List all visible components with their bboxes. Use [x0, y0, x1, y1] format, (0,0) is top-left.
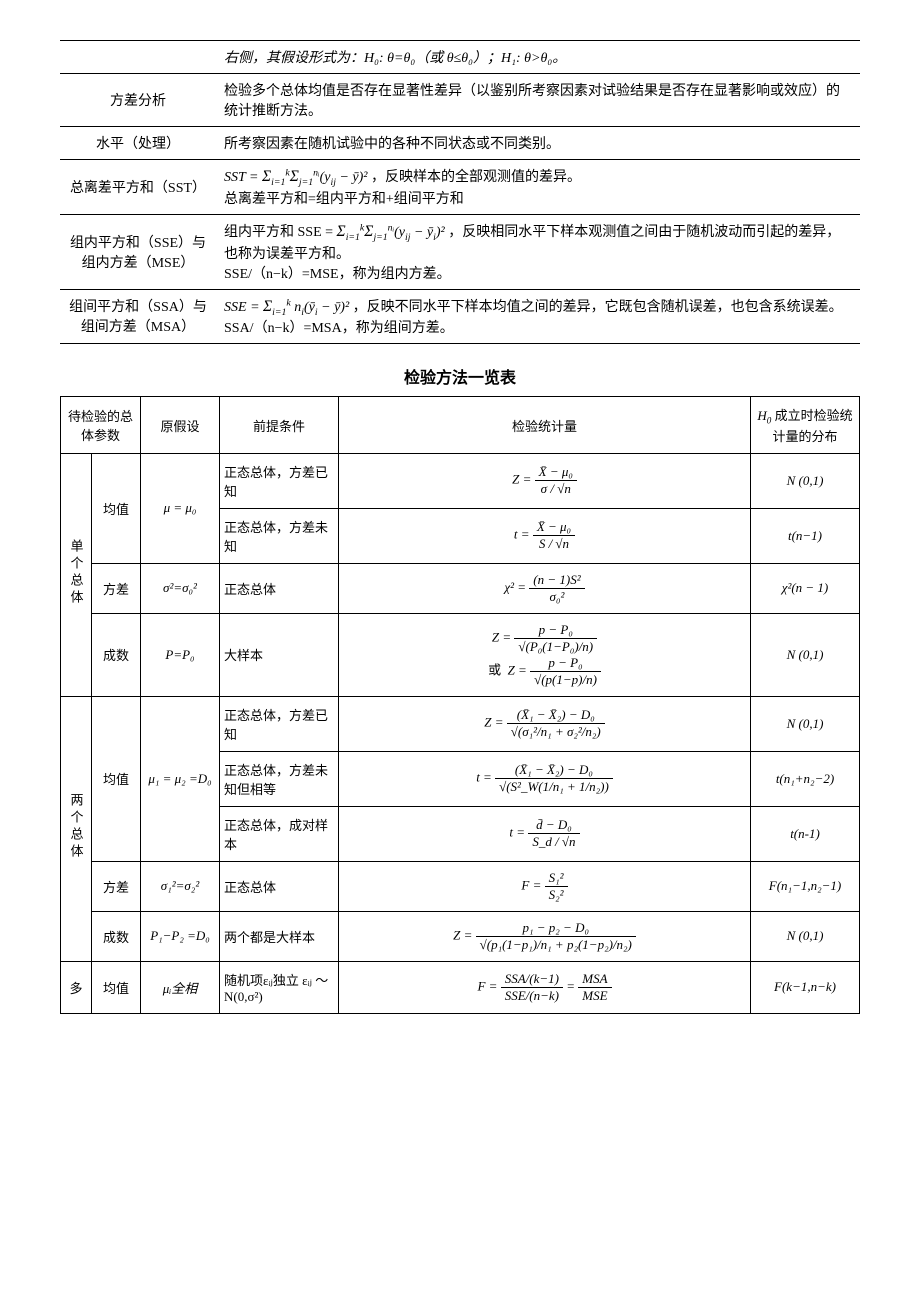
table-row: 总离差平方和（SST） SST = Σi=1kΣj=1nᵢ(yij − ȳ)² …: [60, 160, 860, 215]
desc-line2: SSE/（n−k）=MSE，称为组内方差。: [224, 267, 451, 282]
dist-cell: N (0,1): [751, 613, 860, 696]
header-precond: 前提条件: [220, 397, 339, 454]
null-hyp-cell: σ²=σ₀²: [141, 563, 220, 613]
precond-cell: 正态总体，方差未知: [220, 508, 339, 563]
table-row: 成数P₁−P₂ =D₀两个都是大样本Z = p₁ − p₂ − D₀√(p₁(1…: [61, 911, 860, 961]
term-cell: 水平（处理）: [60, 127, 216, 160]
param-cell: 均值: [92, 961, 141, 1013]
null-hyp-cell: σ₁²=σ₂²: [141, 861, 220, 911]
desc-cell: SSE = Σi=1k ni(ȳi − ȳ)² ，反映不同水平下样本均值之间的差…: [216, 289, 860, 344]
desc-cell: 检验多个总体均值是否存在显著性差异（以鉴别所考察因素对试验结果是否存在显著影响或…: [216, 74, 860, 127]
precond-cell: 两个都是大样本: [220, 911, 339, 961]
null-hyp-cell: μ₁ = μ₂ =D₀: [141, 696, 220, 861]
precond-cell: 正态总体，方差未知但相等: [220, 751, 339, 806]
dist-cell: F(n₁−1,n₂−1): [751, 861, 860, 911]
desc-suffix: ，反映样本的全部观测值的差异。: [371, 170, 581, 185]
dist-cell: t(n-1): [751, 806, 860, 861]
statistic-cell: F = S₁²S₂²: [339, 861, 751, 911]
table-row: 单个总体均值μ = μ₀正态总体，方差已知Z = X̄ − μ₀σ / √nN …: [61, 453, 860, 508]
precond-cell: 大样本: [220, 613, 339, 696]
group-label: 两个总体: [61, 696, 92, 961]
desc-cell: 右侧，其假设形式为：H₀: θ=θ₀（或 θ≤θ₀）；H₁: θ>θ₀。: [216, 41, 860, 74]
param-cell: 均值: [92, 696, 141, 861]
null-hyp-cell: P₁−P₂ =D₀: [141, 911, 220, 961]
table-row: 水平（处理） 所考察因素在随机试验中的各种不同状态或不同类别。: [60, 127, 860, 160]
precond-cell: 正态总体: [220, 861, 339, 911]
desc-prefix: 组内平方和 SSE =: [224, 225, 337, 240]
table-row: 组内平方和（SSE）与组内方差（MSE） 组内平方和 SSE = Σi=1kΣj…: [60, 214, 860, 289]
desc-suffix: ，反映不同水平下样本均值之间的差异，它既包含随机误差，也包含系统误差。: [353, 300, 843, 315]
term-cell: 方差分析: [60, 74, 216, 127]
table-row: 方差分析 检验多个总体均值是否存在显著性差异（以鉴别所考察因素对试验结果是否存在…: [60, 74, 860, 127]
precond-cell: 正态总体: [220, 563, 339, 613]
param-cell: 成数: [92, 911, 141, 961]
definitions-table: 右侧，其假设形式为：H₀: θ=θ₀（或 θ≤θ₀）；H₁: θ>θ₀。 方差分…: [60, 40, 860, 344]
statistic-cell: χ² = (n − 1)S²σ₀²: [339, 563, 751, 613]
desc-cell: 组内平方和 SSE = Σi=1kΣj=1nᵢ(yij − ȳi)² ，反映相同…: [216, 214, 860, 289]
table-row: 右侧，其假设形式为：H₀: θ=θ₀（或 θ≤θ₀）；H₁: θ>θ₀。: [60, 41, 860, 74]
statistic-cell: Z = X̄ − μ₀σ / √n: [339, 453, 751, 508]
precond-cell: 正态总体，方差已知: [220, 696, 339, 751]
statistic-cell: t = X̄ − μ₀S / √n: [339, 508, 751, 563]
dist-cell: N (0,1): [751, 696, 860, 751]
term-cell: 组间平方和（SSA）与组间方差（MSA）: [60, 289, 216, 344]
statistic-cell: t = d̄ − D₀S_d / √n: [339, 806, 751, 861]
dist-cell: t(n₁+n₂−2): [751, 751, 860, 806]
null-hyp-cell: P=P₀: [141, 613, 220, 696]
dist-cell: t(n−1): [751, 508, 860, 563]
precond-cell: 正态总体，方差已知: [220, 453, 339, 508]
param-cell: 成数: [92, 613, 141, 696]
table-row: 成数P=P₀大样本Z = p − P₀√(P₀(1−P₀)/n)或 Z = p …: [61, 613, 860, 696]
header-param: 待检验的总体参数: [61, 397, 141, 454]
statistic-cell: Z = p₁ − p₂ − D₀√(p₁(1−p₁)/n₁ + p₂(1−p₂)…: [339, 911, 751, 961]
desc-line2: SSA/（n−k）=MSA，称为组间方差。: [224, 321, 454, 336]
header-statistic: 检验统计量: [339, 397, 751, 454]
table-row: 两个总体均值μ₁ = μ₂ =D₀正态总体，方差已知Z = (X̄₁ − X̄₂…: [61, 696, 860, 751]
precond-cell: 随机项εᵢⱼ独立 εᵢⱼ ～N(0,σ²): [220, 961, 339, 1013]
group-label: 单个总体: [61, 453, 92, 696]
table-row: 方差σ₁²=σ₂²正态总体F = S₁²S₂²F(n₁−1,n₂−1): [61, 861, 860, 911]
dist-cell: N (0,1): [751, 453, 860, 508]
desc-line2: 总离差平方和=组内平方和+组间平方和: [224, 192, 464, 207]
header-row: 待检验的总体参数 原假设 前提条件 检验统计量 H0 成立时检验统计量的分布: [61, 397, 860, 454]
null-hyp-cell: μ = μ₀: [141, 453, 220, 563]
statistic-cell: Z = (X̄₁ − X̄₂) − D₀√(σ₁²/n₁ + σ₂²/n₂): [339, 696, 751, 751]
null-hyp-cell: μᵢ全相: [141, 961, 220, 1013]
header-null: 原假设: [141, 397, 220, 454]
desc-cell: 所考察因素在随机试验中的各种不同状态或不同类别。: [216, 127, 860, 160]
precond-cell: 正态总体，成对样本: [220, 806, 339, 861]
param-cell: 均值: [92, 453, 141, 563]
term-cell: [60, 41, 216, 74]
dist-cell: χ²(n − 1): [751, 563, 860, 613]
dist-cell: F(k−1,n−k): [751, 961, 860, 1013]
table-row: 组间平方和（SSA）与组间方差（MSA） SSE = Σi=1k ni(ȳi −…: [60, 289, 860, 344]
desc-cell: SST = Σi=1kΣj=1nᵢ(yij − ȳ)² ，反映样本的全部观测值的…: [216, 160, 860, 215]
term-cell: 组内平方和（SSE）与组内方差（MSE）: [60, 214, 216, 289]
test-methods-table: 待检验的总体参数 原假设 前提条件 检验统计量 H0 成立时检验统计量的分布 单…: [60, 396, 860, 1014]
dist-cell: N (0,1): [751, 911, 860, 961]
group-label: 多: [61, 961, 92, 1013]
statistic-cell: t = (X̄₁ − X̄₂) − D₀√(S²_W(1/n₁ + 1/n₂)): [339, 751, 751, 806]
table-row: 多均值μᵢ全相随机项εᵢⱼ独立 εᵢⱼ ～N(0,σ²)F = SSA/(k−1…: [61, 961, 860, 1013]
table-row: 方差σ²=σ₀²正态总体χ² = (n − 1)S²σ₀²χ²(n − 1): [61, 563, 860, 613]
header-dist: H0 成立时检验统计量的分布: [751, 397, 860, 454]
statistic-cell: F = SSA/(k−1)SSE/(n−k) = MSAMSE: [339, 961, 751, 1013]
statistic-cell: Z = p − P₀√(P₀(1−P₀)/n)或 Z = p − P₀√(p(1…: [339, 613, 751, 696]
desc-text: 右侧，其假设形式为：H₀: θ=θ₀（或 θ≤θ₀）；H₁: θ>θ₀。: [224, 51, 566, 66]
param-cell: 方差: [92, 563, 141, 613]
param-cell: 方差: [92, 861, 141, 911]
table2-title: 检验方法一览表: [60, 364, 860, 388]
term-cell: 总离差平方和（SST）: [60, 160, 216, 215]
